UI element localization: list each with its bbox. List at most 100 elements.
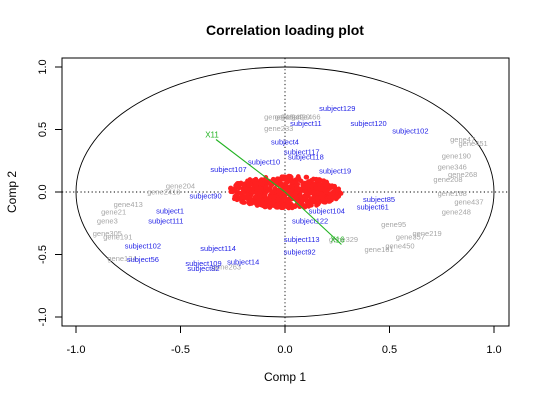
gene-cloud-point xyxy=(304,174,310,180)
gene-cloud-point xyxy=(259,200,265,206)
subject-label: subject82 xyxy=(187,264,219,273)
x-tick-label: 1.0 xyxy=(486,344,501,356)
y-axis: -1.0 -0.5 0.0 0.5 1.0 xyxy=(37,59,63,327)
y-tick-label: 1.0 xyxy=(37,59,49,74)
gene-label: gene191 xyxy=(103,233,132,242)
gene-cloud-point xyxy=(257,185,263,191)
gene-cloud-point xyxy=(293,182,299,188)
subject-label: subject4 xyxy=(271,138,299,147)
gene-cloud-point xyxy=(249,201,254,206)
subject-label: subject14 xyxy=(227,258,259,267)
gene-label: gene233 xyxy=(264,124,293,133)
gene-cloud-point xyxy=(267,201,273,207)
subject-label: subject113 xyxy=(284,235,320,244)
y-tick-label: -0.5 xyxy=(37,245,49,264)
gene-cloud-point xyxy=(293,190,298,196)
gene-cloud-point xyxy=(303,194,309,200)
gene-cloud-point xyxy=(257,194,262,200)
gene-cloud-point xyxy=(256,199,262,205)
gene-cloud-point xyxy=(284,204,290,210)
gene-label: gene450 xyxy=(385,241,414,250)
subject-label: subject114 xyxy=(200,244,236,253)
x-tick-label: 0.0 xyxy=(277,344,292,356)
x-tick-label: 0.5 xyxy=(382,344,397,356)
gene-cloud-point xyxy=(236,185,242,191)
gene-label: gene268 xyxy=(448,170,477,179)
gene-cloud-point xyxy=(305,182,311,188)
subject-label: subject90 xyxy=(190,191,222,200)
gene-label: gene190 xyxy=(442,151,471,160)
gene-cloud-point xyxy=(263,204,269,210)
gene-cloud-point xyxy=(307,190,313,196)
gene-label: gene437 xyxy=(454,198,483,207)
gene-cloud-point xyxy=(230,189,236,194)
gene-label: gene466 xyxy=(291,113,320,122)
gene-label: gene248 xyxy=(442,208,471,217)
gene-cloud-point xyxy=(295,175,301,181)
gene-label: gene246 xyxy=(264,113,293,122)
gene-cloud-point xyxy=(319,191,324,197)
y-tick-label: -1.0 xyxy=(37,308,49,327)
gene-cloud-point xyxy=(233,183,239,189)
gene-cloud-point xyxy=(265,188,271,194)
gene-cloud-point xyxy=(315,199,320,205)
gene-cloud-point xyxy=(262,177,268,183)
gene-cloud-point xyxy=(328,191,333,197)
gene-cloud-point xyxy=(263,184,269,190)
subject-label: subject117 xyxy=(284,148,320,157)
gene-cloud-point xyxy=(316,177,322,182)
subject-label: subject11 xyxy=(290,119,322,128)
gene-cloud-point xyxy=(275,197,281,202)
gene-cloud-point xyxy=(245,187,251,193)
subject-label: subject120 xyxy=(350,119,386,128)
gene-cloud-point xyxy=(241,200,247,205)
gene-label: gene47 xyxy=(450,135,475,144)
chart-title: Correlation loading plot xyxy=(206,22,364,38)
subject-label: subject85 xyxy=(363,195,395,204)
x-tick-label: -1.0 xyxy=(67,344,86,356)
subject-label: subject1 xyxy=(156,206,184,215)
subject-label: subject19 xyxy=(319,166,351,175)
gene-label: gene413 xyxy=(114,200,143,209)
x-axis: -1.0 -0.5 0.0 0.5 1.0 xyxy=(67,325,502,356)
gene-cloud-point xyxy=(310,195,315,201)
gene-label: gene208 xyxy=(433,175,462,184)
subject-label: subject10 xyxy=(248,158,280,167)
subject-label: subject56 xyxy=(127,255,159,264)
y-tick-label: 0.0 xyxy=(37,184,49,199)
gene-label: gene204 xyxy=(166,181,195,190)
gene-label: gene357 xyxy=(396,233,425,242)
gene-cloud-point xyxy=(303,189,309,194)
gene-cloud-point xyxy=(245,194,251,200)
gene-cloud-point xyxy=(321,197,326,202)
gene-label: gene451 xyxy=(458,139,487,148)
gene-cloud-point xyxy=(297,187,303,192)
subject-label: subject118 xyxy=(288,153,324,162)
subject-label: subject92 xyxy=(284,248,316,257)
gene-label: gene242 xyxy=(275,113,304,122)
subject-labels: subject129 subject11 subject120 subject102 s… xyxy=(125,104,429,273)
gene-label: gene161 xyxy=(364,245,393,254)
gene-cloud-point xyxy=(253,183,259,188)
gene-cloud-point xyxy=(253,190,259,196)
gene-label: gene329 xyxy=(329,235,358,244)
gene-label: gene305 xyxy=(93,229,122,238)
gene-cloud-point xyxy=(302,204,308,210)
gene-label: gene346 xyxy=(438,163,467,172)
gene-label: gene2413 xyxy=(147,188,180,197)
gene-cloud-point xyxy=(323,181,329,186)
gene-cloud-point xyxy=(239,190,245,196)
gene-cloud-point xyxy=(332,193,338,199)
gene-cloud-point xyxy=(269,189,275,195)
gene-cloud-point xyxy=(231,196,237,202)
x-tick-label: -0.5 xyxy=(171,344,190,356)
gene-cloud-point xyxy=(297,193,303,199)
variable-arrow xyxy=(284,191,342,245)
gene-label: gene124 xyxy=(107,254,136,263)
gene-label: gene21 xyxy=(101,208,126,217)
gene-cloud-point xyxy=(245,179,251,185)
variable-arrow-label: X16 xyxy=(330,236,345,245)
subject-label: subject107 xyxy=(210,165,246,174)
